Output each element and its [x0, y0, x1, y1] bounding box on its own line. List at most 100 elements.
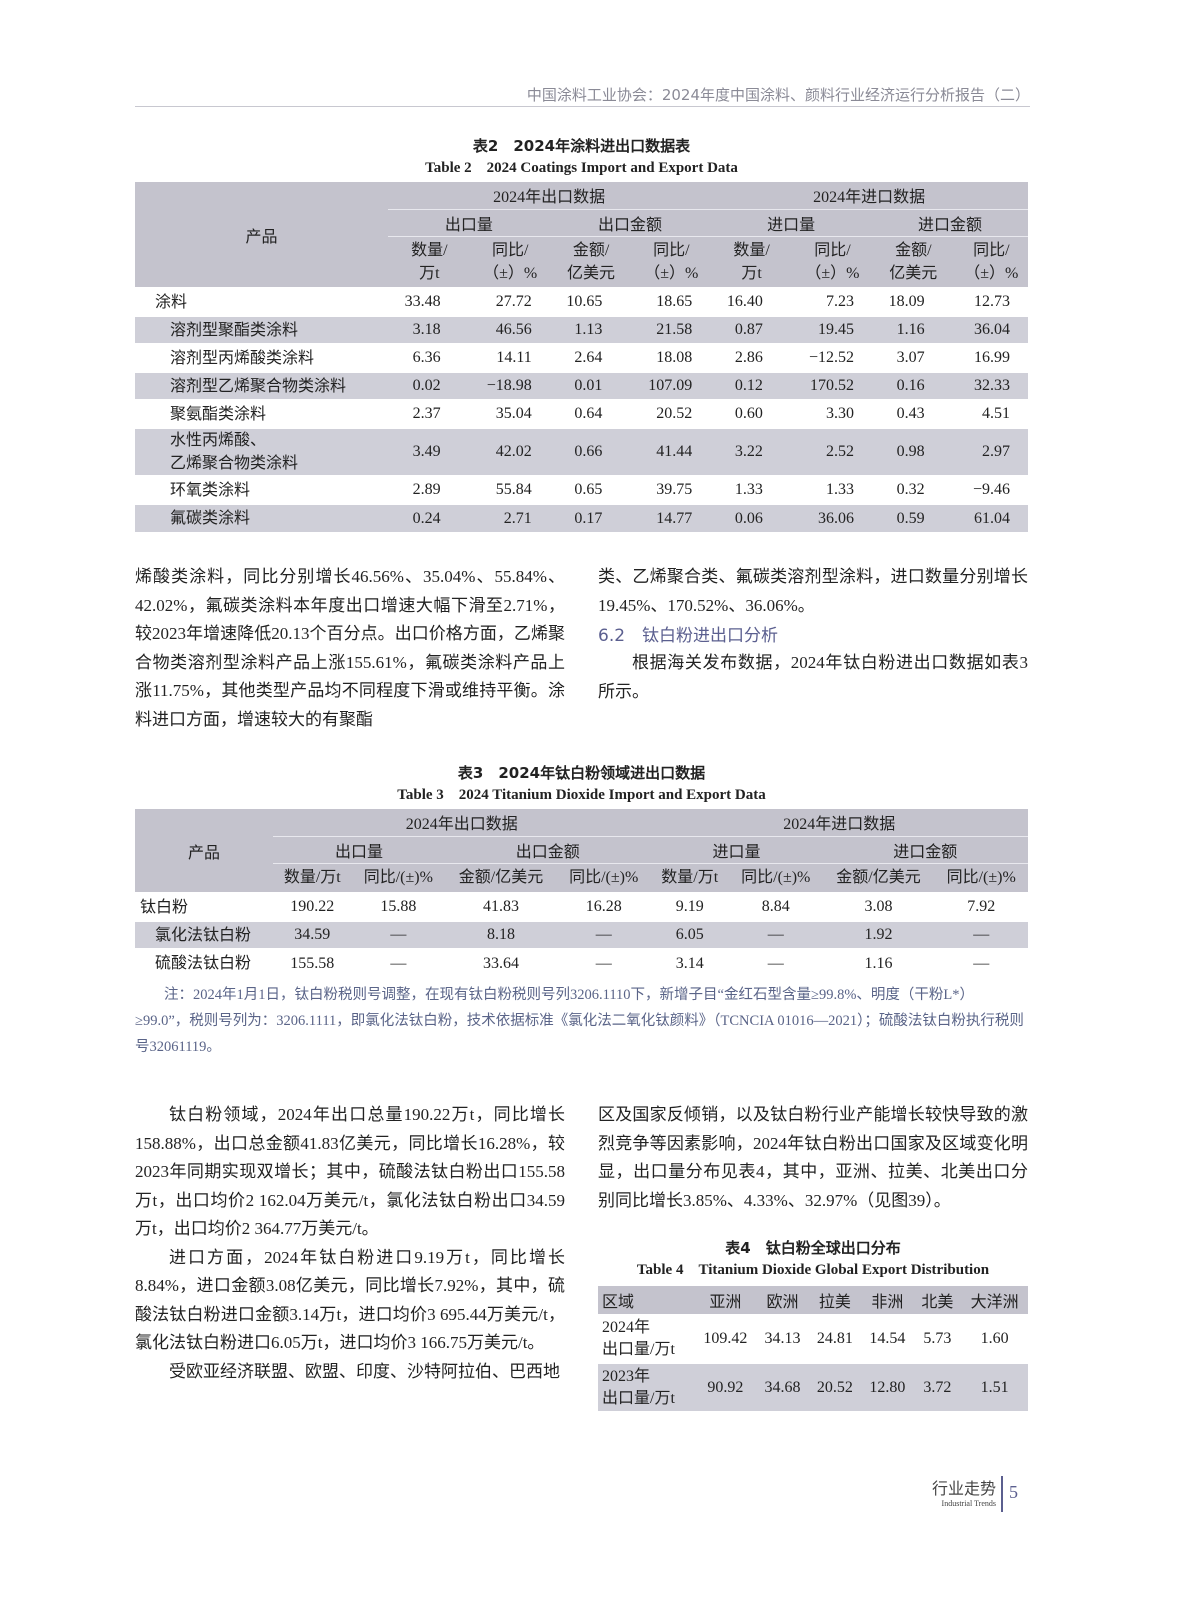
row-value: 190.22 [290, 898, 335, 915]
row-product-name: 硫酸法钛白粉 [155, 955, 252, 972]
header-cell: 拉美 [818, 1294, 851, 1311]
table3-caption: 表3 2024年钛白粉领域进出口数据 Table 3 2024 Titanium… [135, 762, 1028, 804]
row-value: 0.65 [574, 481, 603, 498]
footer-section-zh: 行业走势 [931, 1479, 996, 1498]
coatings-import-export-table: 产品 2024年出口数据 2024年进口数据 出口量 出口金额 进口量 进口金额数量/ 万t… [135, 182, 1028, 532]
header-row: 产品 2024年出口数据 2024年进口数据 [135, 182, 1028, 246]
row-value: 19.45 [818, 321, 854, 338]
header-unit: 同比/(±)% [569, 869, 639, 887]
row-value: 16.28 [585, 898, 622, 915]
row-value: 20.52 [656, 405, 693, 422]
row-value: 0.43 [896, 405, 925, 422]
row-value: 3.18 [412, 321, 441, 338]
table3-caption-en: Table 3 2024 Titanium Dioxide Import and… [397, 787, 766, 803]
table-body: 钛白粉 190.22 15.88 41.83 16.28 9.19 8.84 3.08 7.92… [135, 893, 1028, 977]
paragraph: 烯酸类涂料，同比分别增长46.56%、35.04%、55.84%、42.02%，… [135, 567, 565, 729]
header-subgroup: 出口量 [388, 209, 550, 237]
header-import-group: 2024年进口数据 [650, 809, 1028, 837]
row-value: 34.68 [764, 1378, 801, 1396]
row-value: −9.46 [972, 481, 1010, 498]
row-value: — [390, 954, 407, 972]
header-unit: 同比/ （±）% [964, 241, 1019, 282]
row-value: 27.72 [495, 293, 532, 310]
header-subgroup: 出口金额 [445, 836, 651, 864]
header-row: 数量/万t 同比/(±)% 金额/亿美元 同比/(±)% 数量/万t 同比/(±)% 金额/… [135, 863, 1028, 893]
row-value: 6.05 [675, 926, 704, 943]
header-cell: 区域 [602, 1294, 635, 1311]
titanium-dioxide-import-export-table: 产品 2024年出口数据 2024年进口数据 出口量 出口金额 进口量 进口金额数量/万t 同… [135, 809, 1028, 977]
row-value: 1.92 [864, 926, 893, 943]
body-text-left-2: 钛白粉领域，2024年出口总量190.22万t，同比增长158.88%，出口总金… [135, 1101, 565, 1386]
row-value: 1.16 [896, 321, 925, 338]
header-divider [135, 106, 1030, 107]
row-value: 16.40 [726, 293, 763, 310]
row-value: 33.64 [483, 954, 520, 972]
row-value: 0.87 [734, 321, 763, 338]
row-value: 2.37 [412, 405, 441, 422]
header-row: 产品 2024年出口数据 2024年进口数据 [135, 809, 1028, 862]
row-value: 0.12 [734, 377, 763, 394]
header-row: 出口量 出口金额 进口量 进口金额 [135, 836, 1028, 864]
row-value: 7.23 [826, 293, 854, 310]
row-value: 33.48 [404, 293, 441, 310]
row-value: 2.86 [734, 349, 763, 366]
row-value: — [973, 926, 990, 943]
header-subgroup: 进口金额 [822, 836, 1028, 864]
header-unit: 金额/亿美元 [836, 869, 921, 887]
header-row: 出口量 出口金额 进口量 进口金额 [135, 209, 1028, 237]
row-value: 0.64 [574, 405, 603, 422]
header-cell: 非洲 [871, 1294, 904, 1311]
row-value: 1.13 [574, 321, 603, 338]
row-value: — [767, 954, 784, 972]
header-unit: 数量/ 万t [411, 241, 448, 282]
row-value: — [973, 954, 990, 972]
body-text-left-1: 烯酸类涂料，同比分别增长46.56%、35.04%、55.84%、42.02%，… [135, 563, 565, 734]
header-row: 数量/ 万t 同比/ （±）% 金额/ 亿美元 同比/ （±）% 数量/ 万t 同比/ （… [135, 236, 1028, 288]
table-row: 钛白粉 190.22 15.88 41.83 16.28 9.19 8.84 3.08 7.92 [135, 893, 1028, 921]
header-unit: 同比/ （±）% [805, 241, 860, 282]
row-product-name: 钛白粉 [140, 898, 189, 916]
row-value: 39.75 [656, 481, 693, 498]
row-value: 5.73 [923, 1330, 952, 1347]
header-cell: 欧洲 [766, 1294, 799, 1311]
row-value: 9.19 [675, 898, 704, 915]
row-value: 90.92 [707, 1378, 744, 1396]
header-unit: 数量/ 万t [733, 241, 770, 282]
row-product-name: 聚氨酯类涂料 [170, 405, 267, 423]
row-value: 3.22 [734, 443, 763, 460]
body-text-right-1: 类、乙烯聚合类、氟碳类溶剂型涂料，进口数量分别增长19.45%、170.52%、… [598, 563, 1028, 620]
row-value: 0.02 [412, 377, 441, 394]
row-value: 0.06 [734, 509, 763, 527]
row-value: 61.04 [974, 509, 1010, 527]
paragraph: 受欧亚经济联盟、欧盟、印度、沙特阿拉伯、巴西地 [169, 1361, 560, 1381]
table2-caption-zh: 表2 2024年涂料进出口数据表 [472, 137, 691, 155]
row-value: 20.52 [816, 1378, 853, 1396]
table2-caption: 表2 2024年涂料进出口数据表 Table 2 2024 Coatings I… [135, 135, 1028, 177]
table-row: 氟碳类涂料 0.24 2.71 0.17 14.77 0.06 36.06 0.59 61.04 [135, 504, 1028, 532]
row-value: 14.54 [869, 1330, 906, 1347]
table-row: 溶剂型丙烯酸类涂料 6.36 14.11 2.64 18.08 2.86 −12.52 3.0… [135, 344, 1028, 372]
header-row: 区域 亚洲 欧洲 拉美 非洲 北美 大洋洲 [598, 1286, 1028, 1315]
row-value: 18.08 [656, 349, 693, 366]
row-value: 35.04 [495, 405, 532, 422]
header-unit: 同比/ （±）% [483, 241, 538, 282]
paragraph: 根据海关发布数据，2024年钛白粉进出口数据如表3所示。 [598, 653, 1028, 701]
footer-section-en: Industrial Trends [941, 1499, 996, 1508]
header-unit: 数量/万t [283, 869, 341, 887]
row-value: 41.44 [656, 443, 693, 460]
row-value: 155.58 [290, 954, 335, 972]
header-export-group: 2024年出口数据 [388, 182, 711, 210]
header-unit: 同比/(±)% [741, 869, 811, 887]
paragraph: 进口方面，2024年钛白粉进口9.19万t，同比增长8.84%，进口金额3.08… [135, 1247, 565, 1353]
header-export-group: 2024年出口数据 [273, 809, 651, 837]
row-value: — [595, 954, 612, 972]
row-product-name: 氯化法钛白粉 [155, 926, 252, 944]
header-subgroup: 进口量 [710, 209, 872, 237]
row-value: 2.71 [503, 509, 532, 527]
table-row: 2023年 出口量/万t 90.92 34.68 20.52 12.80 3.72 1.51 [598, 1363, 1028, 1411]
table-row: 水性丙烯酸、 乙烯聚合物类涂料 3.49 42.02 0.66 41.44 3.22 2.5… [135, 428, 1028, 476]
row-value: 34.13 [764, 1330, 801, 1347]
paragraph: 区及国家反倾销，以及钛白粉行业产能增长较快导致的激烈竞争等因素影响，2024年钛… [598, 1105, 1028, 1210]
row-value: 8.84 [761, 898, 790, 915]
header-unit: 金额/ 亿美元 [567, 241, 616, 282]
